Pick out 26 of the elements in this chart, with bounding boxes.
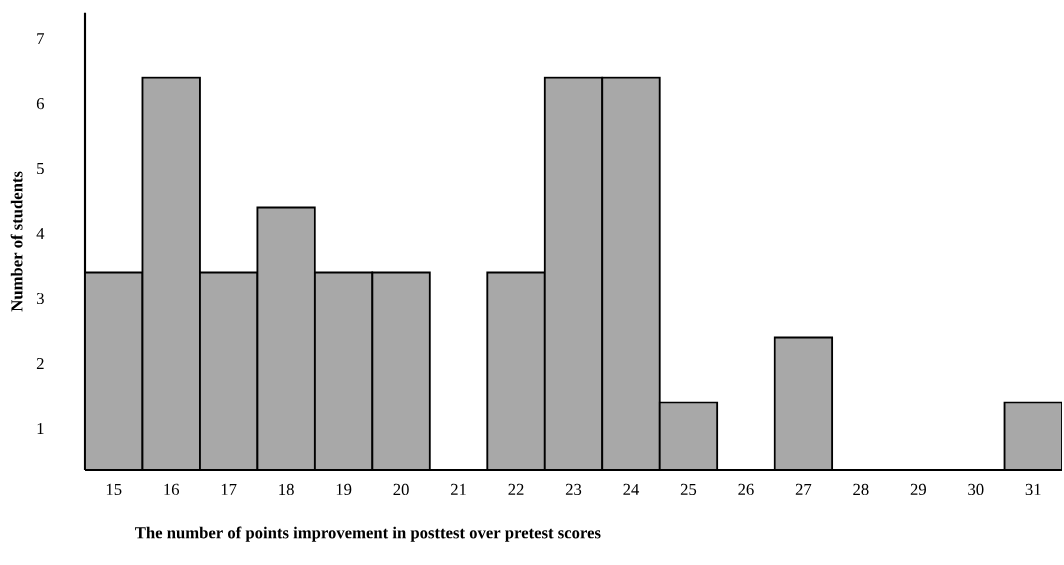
x-tick-label: 24 (623, 483, 640, 495)
x-tick-label: 22 (508, 483, 524, 495)
y-tick-label: 7 (37, 33, 45, 45)
x-tick-label: 17 (221, 483, 237, 495)
x-tick-label: 29 (910, 483, 926, 496)
y-tick-label: 2 (36, 357, 44, 369)
x-tick-label: 19 (336, 483, 352, 496)
x-tick-label: 18 (279, 483, 294, 496)
x-tick-label: 25 (680, 483, 697, 496)
x-tick-label: 23 (565, 483, 582, 496)
x-tick-label: 28 (853, 483, 869, 496)
x-axis-title: The number of points improvement in posttest over pretest scores (135, 526, 601, 542)
y-tick-label: 3 (36, 292, 44, 305)
x-tick-label: 31 (1025, 483, 1041, 496)
y-tick-label: 6 (36, 98, 45, 110)
x-tick-label: 16 (164, 483, 180, 496)
x-tick-label: 26 (738, 483, 754, 496)
x-tick-label: 15 (106, 483, 122, 495)
x-tick-label: 30 (968, 483, 984, 496)
x-tick-label: 20 (393, 483, 409, 496)
y-tick-label: 4 (36, 228, 45, 240)
x-tick-label: 21 (450, 483, 466, 495)
y-tick-label: 5 (37, 163, 44, 175)
y-axis-title: Number of students (10, 171, 23, 312)
y-tick-label: 1 (37, 422, 44, 434)
x-tick-label: 27 (795, 483, 812, 495)
